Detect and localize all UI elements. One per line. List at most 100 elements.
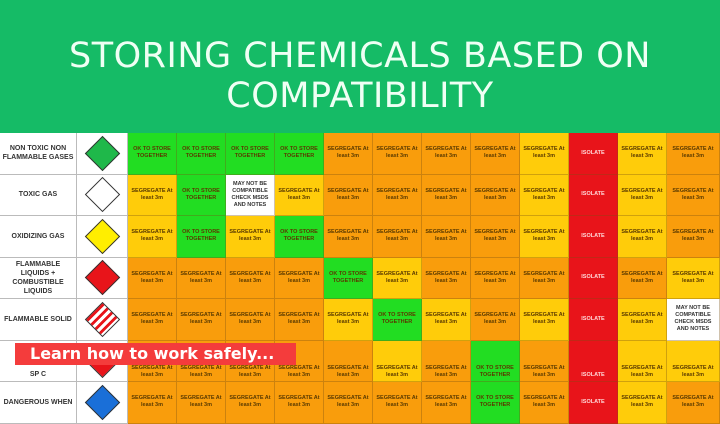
compatibility-cell: SEGREGATE At least 3m bbox=[618, 216, 667, 258]
compatibility-cell: SEGREGATE At least 3m bbox=[422, 216, 471, 258]
compatibility-cell: SEGREGATE At least 3m bbox=[373, 257, 422, 299]
row-label: OXIDIZING GAS bbox=[0, 216, 77, 258]
compatibility-cell: SEGREGATE At least 3m bbox=[618, 257, 667, 299]
compatibility-cell: SEGREGATE At least 3m bbox=[520, 133, 569, 175]
toxic-gas-diamond-icon bbox=[84, 177, 120, 213]
compatibility-cell: SEGREGATE At least 3m bbox=[275, 382, 324, 424]
compatibility-cell: SEGREGATE At least 3m bbox=[422, 382, 471, 424]
compatibility-cell: ISOLATE bbox=[569, 216, 618, 258]
compatibility-cell: OK TO STORE TOGETHER bbox=[177, 133, 226, 175]
compatibility-cell: SEGREGATE At least 3m bbox=[324, 299, 373, 341]
compatibility-cell: SEGREGATE At least 3m bbox=[128, 216, 177, 258]
compatibility-cell: SEGREGATE At least 3m bbox=[520, 174, 569, 216]
compatibility-cell: SEGREGATE At least 3m bbox=[422, 174, 471, 216]
compatibility-cell: OK TO STORE TOGETHER bbox=[471, 382, 520, 424]
compatibility-cell: SEGREGATE At least 3m bbox=[618, 133, 667, 175]
learn-safely-label: Learn how to work safely... bbox=[30, 344, 275, 363]
compatibility-cell: SEGREGATE At least 3m bbox=[324, 216, 373, 258]
dangerous-when-wet-diamond-icon bbox=[84, 384, 120, 420]
compatibility-cell: SEGREGATE At least 3m bbox=[520, 340, 569, 382]
compatibility-cell: SEGREGATE At least 3m bbox=[128, 382, 177, 424]
title-banner: STORING CHEMICALS BASED ON COMPATIBILITY bbox=[0, 0, 720, 133]
compatibility-cell: SEGREGATE At least 3m bbox=[618, 382, 667, 424]
compatibility-cell: SEGREGATE At least 3m bbox=[373, 340, 422, 382]
compatibility-cell: SEGREGATE At least 3m bbox=[520, 382, 569, 424]
compatibility-cell: SEGREGATE At least 3m bbox=[275, 174, 324, 216]
compatibility-cell: OK TO STORE TOGETHER bbox=[324, 257, 373, 299]
compatibility-cell: SEGREGATE At least 3m bbox=[226, 257, 275, 299]
row-label: TOXIC GAS bbox=[0, 174, 77, 216]
compatibility-cell: SEGREGATE At least 3m bbox=[177, 382, 226, 424]
flammable-solid-diamond-icon bbox=[84, 301, 120, 337]
compatibility-cell: SEGREGATE At least 3m bbox=[422, 257, 471, 299]
green-gas-diamond-icon bbox=[84, 135, 120, 171]
compatibility-cell: SEGREGATE At least 3m bbox=[667, 133, 720, 175]
compatibility-cell: SEGREGATE At least 3m bbox=[275, 257, 324, 299]
compatibility-cell: SEGREGATE At least 3m bbox=[618, 299, 667, 341]
compatibility-cell: SEGREGATE At least 3m bbox=[667, 216, 720, 258]
compatibility-cell: SEGREGATE At least 3m bbox=[618, 174, 667, 216]
compatibility-cell: ISOLATE bbox=[569, 299, 618, 341]
compatibility-cell: SEGREGATE At least 3m bbox=[275, 299, 324, 341]
compatibility-cell: SEGREGATE At least 3m bbox=[177, 257, 226, 299]
compatibility-cell: SEGREGATE At least 3m bbox=[226, 299, 275, 341]
row-label: FLAMMABLE LIQUIDS + COMBUSTIBLE LIQUIDS bbox=[0, 257, 77, 299]
compatibility-cell: SEGREGATE At least 3m bbox=[128, 174, 177, 216]
compatibility-cell: SEGREGATE At least 3m bbox=[667, 257, 720, 299]
oxidizing-gas-diamond-icon bbox=[84, 218, 120, 254]
compatibility-cell: ISOLATE bbox=[569, 174, 618, 216]
compatibility-cell: SEGREGATE At least 3m bbox=[324, 340, 373, 382]
compatibility-cell: SEGREGATE At least 3m bbox=[324, 382, 373, 424]
hazard-symbol bbox=[77, 257, 128, 299]
hazard-symbol bbox=[77, 382, 128, 424]
flammable-liquid-diamond-icon bbox=[84, 260, 120, 296]
compatibility-cell: SEGREGATE At least 3m bbox=[373, 174, 422, 216]
compatibility-cell: SEGREGATE At least 3m bbox=[324, 133, 373, 175]
compatibility-cell: SEGREGATE At least 3m bbox=[422, 133, 471, 175]
compatibility-cell: SEGREGATE At least 3m bbox=[128, 299, 177, 341]
compatibility-cell: SEGREGATE At least 3m bbox=[324, 174, 373, 216]
compatibility-cell: MAY NOT BE COMPATIBLE CHECK MSDS AND NOT… bbox=[667, 299, 720, 341]
compatibility-cell: SEGREGATE At least 3m bbox=[471, 133, 520, 175]
compatibility-cell: SEGREGATE At least 3m bbox=[471, 257, 520, 299]
row-label: DANGEROUS WHEN bbox=[0, 382, 77, 424]
compatibility-cell: OK TO STORE TOGETHER bbox=[177, 174, 226, 216]
hazard-symbol bbox=[77, 133, 128, 175]
compatibility-cell: OK TO STORE TOGETHER bbox=[128, 133, 177, 175]
row-label: FLAMMABLE SOLID bbox=[0, 299, 77, 341]
compatibility-cell: SEGREGATE At least 3m bbox=[373, 382, 422, 424]
compatibility-cell: SEGREGATE At least 3m bbox=[520, 216, 569, 258]
hazard-symbol bbox=[77, 216, 128, 258]
compatibility-cell: SEGREGATE At least 3m bbox=[471, 216, 520, 258]
compatibility-cell: SEGREGATE At least 3m bbox=[128, 257, 177, 299]
compatibility-cell: SEGREGATE At least 3m bbox=[667, 174, 720, 216]
compatibility-cell: SEGREGATE At least 3m bbox=[520, 257, 569, 299]
compatibility-cell: OK TO STORE TOGETHER bbox=[177, 216, 226, 258]
compatibility-cell: SEGREGATE At least 3m bbox=[618, 340, 667, 382]
hazard-symbol bbox=[77, 174, 128, 216]
compatibility-cell: MAY NOT BE COMPATIBLE CHECK MSDS AND NOT… bbox=[226, 174, 275, 216]
compatibility-cell: SEGREGATE At least 3m bbox=[373, 216, 422, 258]
compatibility-cell: SEGREGATE At least 3m bbox=[177, 299, 226, 341]
compatibility-cell: ISOLATE bbox=[569, 340, 618, 382]
hazard-symbol bbox=[77, 299, 128, 341]
compatibility-cell: SEGREGATE At least 3m bbox=[471, 174, 520, 216]
compatibility-cell: OK TO STORE TOGETHER bbox=[226, 133, 275, 175]
compatibility-cell: ISOLATE bbox=[569, 133, 618, 175]
compatibility-cell: SEGREGATE At least 3m bbox=[422, 340, 471, 382]
compatibility-cell: ISOLATE bbox=[569, 257, 618, 299]
compatibility-cell: OK TO STORE TOGETHER bbox=[275, 133, 324, 175]
compatibility-cell: ISOLATE bbox=[569, 382, 618, 424]
compatibility-cell: SEGREGATE At least 3m bbox=[520, 299, 569, 341]
learn-safely-button[interactable]: Learn how to work safely... bbox=[15, 343, 296, 365]
row-label: NON TOXIC NON FLAMMABLE GASES bbox=[0, 133, 77, 175]
compatibility-cell: OK TO STORE TOGETHER bbox=[471, 340, 520, 382]
compatibility-cell: SEGREGATE At least 3m bbox=[226, 382, 275, 424]
compatibility-table: NON TOXIC NON FLAMMABLE GASES OK TO STORE… bbox=[0, 133, 720, 424]
title-line-1: STORING CHEMICALS BASED ON bbox=[69, 36, 651, 76]
compatibility-cell: SEGREGATE At least 3m bbox=[373, 133, 422, 175]
compatibility-cell: SEGREGATE At least 3m bbox=[667, 340, 720, 382]
compatibility-cell: SEGREGATE At least 3m bbox=[471, 299, 520, 341]
compatibility-cell: OK TO STORE TOGETHER bbox=[373, 299, 422, 341]
compatibility-cell: SEGREGATE At least 3m bbox=[422, 299, 471, 341]
